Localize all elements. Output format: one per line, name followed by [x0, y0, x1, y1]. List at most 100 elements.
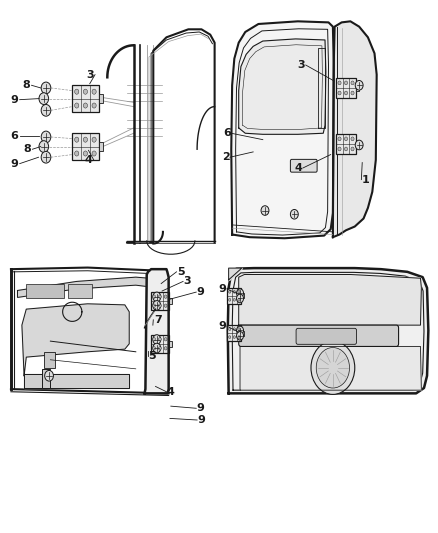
Text: 5: 5	[148, 351, 156, 360]
Polygon shape	[239, 274, 421, 325]
Circle shape	[355, 80, 363, 90]
Bar	[169, 298, 172, 304]
Circle shape	[311, 341, 355, 394]
Text: 9: 9	[198, 415, 205, 425]
Bar	[151, 335, 169, 353]
Text: 3: 3	[297, 60, 305, 70]
Circle shape	[338, 91, 341, 95]
Circle shape	[344, 137, 348, 141]
Circle shape	[233, 336, 236, 338]
Polygon shape	[229, 268, 242, 280]
Circle shape	[153, 343, 161, 353]
Circle shape	[164, 346, 167, 350]
Circle shape	[92, 103, 96, 108]
Circle shape	[233, 298, 236, 301]
Bar	[44, 352, 55, 368]
Circle shape	[45, 370, 53, 381]
Circle shape	[159, 304, 161, 308]
Bar	[241, 330, 244, 336]
Polygon shape	[145, 269, 169, 393]
Text: 8: 8	[22, 80, 30, 90]
Circle shape	[153, 346, 155, 350]
Circle shape	[229, 298, 231, 301]
Bar	[356, 141, 360, 147]
Text: 6: 6	[223, 128, 231, 138]
Text: 5: 5	[177, 267, 185, 277]
Circle shape	[355, 140, 363, 150]
Circle shape	[237, 326, 244, 335]
Bar	[26, 284, 64, 298]
Circle shape	[74, 103, 79, 108]
Circle shape	[344, 91, 348, 95]
Text: 4: 4	[85, 155, 92, 165]
Circle shape	[344, 147, 348, 151]
Polygon shape	[240, 346, 421, 390]
Circle shape	[159, 295, 161, 298]
Circle shape	[74, 137, 79, 142]
Polygon shape	[333, 21, 377, 237]
Circle shape	[83, 137, 88, 142]
Bar	[356, 85, 360, 91]
Circle shape	[229, 328, 231, 330]
Circle shape	[351, 147, 354, 151]
Polygon shape	[228, 268, 428, 393]
Circle shape	[153, 292, 161, 302]
Circle shape	[83, 103, 88, 108]
Circle shape	[92, 137, 96, 142]
Bar	[336, 134, 356, 154]
Circle shape	[83, 151, 88, 156]
Text: 9: 9	[197, 287, 205, 297]
Circle shape	[351, 81, 354, 85]
Text: 4: 4	[167, 387, 175, 397]
Circle shape	[159, 337, 161, 341]
Circle shape	[83, 89, 88, 94]
Text: 9: 9	[197, 403, 205, 413]
Circle shape	[41, 82, 51, 94]
Circle shape	[290, 209, 298, 219]
Circle shape	[237, 294, 244, 303]
Circle shape	[41, 104, 51, 116]
Polygon shape	[18, 277, 149, 297]
Circle shape	[92, 89, 96, 94]
Circle shape	[237, 332, 244, 340]
Text: 9: 9	[11, 159, 18, 168]
Circle shape	[153, 304, 155, 308]
Circle shape	[39, 93, 49, 104]
FancyBboxPatch shape	[290, 159, 317, 172]
Bar	[169, 341, 172, 346]
Circle shape	[233, 290, 236, 293]
Circle shape	[164, 304, 167, 308]
Circle shape	[153, 295, 155, 298]
Circle shape	[153, 337, 155, 341]
Circle shape	[351, 91, 354, 95]
Text: 1: 1	[362, 175, 370, 184]
Text: 2: 2	[222, 152, 230, 162]
Polygon shape	[231, 21, 334, 238]
Text: 8: 8	[23, 144, 31, 154]
Bar	[42, 369, 50, 388]
Circle shape	[153, 335, 161, 344]
Bar	[99, 94, 103, 103]
Circle shape	[338, 81, 341, 85]
Circle shape	[237, 289, 244, 297]
Text: 7: 7	[154, 315, 162, 325]
Text: 9: 9	[11, 95, 18, 104]
Circle shape	[74, 151, 79, 156]
FancyBboxPatch shape	[239, 325, 399, 346]
Circle shape	[74, 89, 79, 94]
Bar	[227, 325, 241, 341]
Circle shape	[164, 337, 167, 341]
Text: 9: 9	[219, 284, 226, 294]
Circle shape	[344, 81, 348, 85]
Circle shape	[238, 298, 240, 301]
Circle shape	[41, 151, 51, 163]
Bar	[336, 78, 356, 98]
Bar	[72, 133, 99, 160]
Circle shape	[39, 141, 49, 152]
Circle shape	[338, 137, 341, 141]
Text: 9: 9	[219, 321, 226, 331]
Polygon shape	[24, 374, 129, 388]
Circle shape	[153, 301, 161, 310]
Bar	[68, 284, 92, 298]
Circle shape	[238, 290, 240, 293]
